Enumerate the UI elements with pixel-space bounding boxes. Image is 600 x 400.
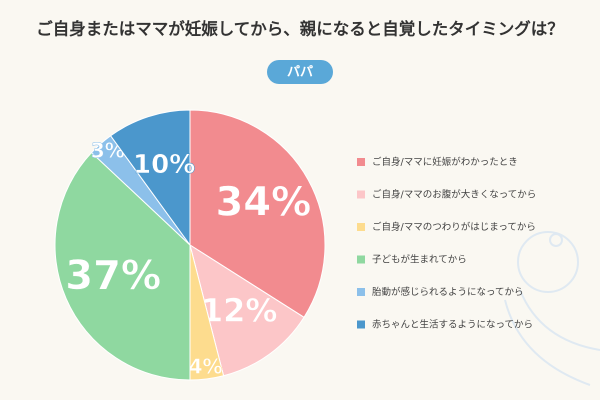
pie-slice: [189, 109, 326, 319]
pie: 34%12%4%37%3% 10%: [54, 109, 326, 381]
data-label: 37%: [65, 253, 161, 299]
legend-label: ご自身/ママのつわりがはじまってから: [372, 221, 536, 233]
legend-swatch: [357, 223, 365, 231]
legend-swatch: [357, 288, 365, 296]
legend-swatch: [357, 190, 365, 199]
legend-label: ご自身/ママのお腹が大きくなってから: [372, 189, 536, 201]
chart-title: ご自身またはママが妊娠してから、親になると自覚したタイミングは？: [36, 19, 564, 39]
subtitle-badge: [267, 60, 333, 84]
legend-swatch: [357, 255, 365, 264]
pie-slice: [109, 109, 191, 247]
legend-label: ご自身/ママに妊娠がわかったとき: [372, 156, 518, 168]
data-label: 10%: [133, 150, 195, 180]
legend-label: 子どもが生まれてから: [372, 254, 467, 266]
data-label: 4%: [189, 355, 223, 379]
pie-slice: [189, 243, 305, 377]
baby-illustration: [504, 231, 600, 386]
legend-label: 胎動が感じられるようになってから: [372, 286, 524, 298]
subtitle: パパ: [287, 65, 313, 80]
legend-swatch: [357, 158, 365, 166]
legend-swatch: [357, 320, 365, 329]
pie-slice: [54, 151, 191, 381]
data-label: 12%: [201, 292, 278, 330]
data-label: 34%: [215, 180, 311, 226]
legend: ご自身/ママに妊娠がわかったときご自身/ママのお腹が大きくなってからご自身/ママ…: [357, 156, 536, 331]
legend-label: 赤ちゃんと生活するようになってから: [372, 319, 533, 331]
